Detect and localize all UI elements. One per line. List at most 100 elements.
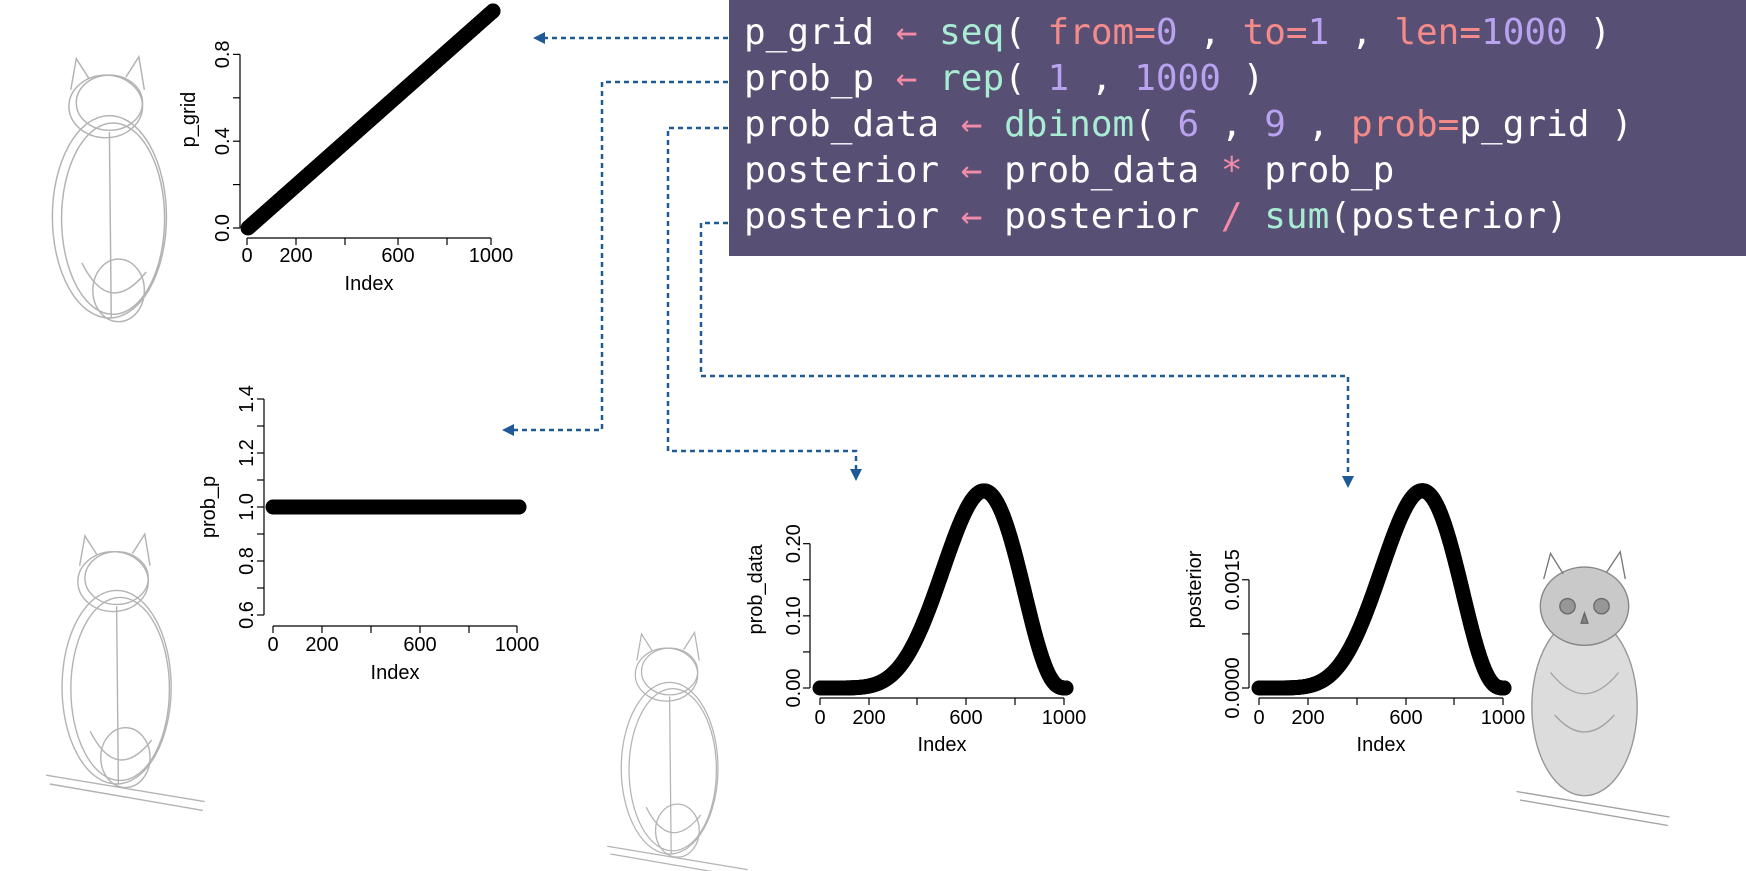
chart-posterior: 0 200 600 1000 Index 0.0000 0.0015 posterior	[1184, 483, 1525, 756]
y-axis	[257, 398, 265, 616]
x-tick-label: 200	[279, 245, 312, 267]
code-token: ,	[1177, 12, 1243, 53]
owl-sketch-mid-left	[46, 532, 205, 812]
y-tick-label: 1.0	[236, 493, 258, 521]
code-token: prob_p	[744, 58, 896, 99]
y-axis-label: posterior	[1184, 550, 1206, 628]
y-axis	[1242, 579, 1250, 689]
data-point	[511, 499, 527, 515]
connector-arrowhead	[533, 32, 545, 44]
code-token: dbinom	[1004, 104, 1135, 145]
x-axis	[819, 697, 1065, 705]
code-token: prob=	[1350, 104, 1460, 145]
x-tick-label: 0	[241, 245, 252, 267]
owl-sketch-top-left	[51, 54, 168, 323]
y-axis	[803, 543, 811, 689]
code-token: ←	[960, 104, 983, 145]
chart-p-grid: 0 200 600 1000 Index 0.0 0.4 0.8 p_grid	[178, 3, 514, 295]
owl-drawing-bottom-right	[1516, 550, 1670, 827]
code-token: from=	[1047, 12, 1156, 53]
code-token: ←	[960, 196, 983, 237]
code-token: 1000	[1134, 58, 1221, 99]
code-token: ,	[1329, 12, 1395, 53]
y-tick-label: 0.8	[212, 40, 234, 68]
code-block: p_grid ← seq( from=0 , to=1 , len=1000 )…	[729, 0, 1746, 256]
x-tick-label: 600	[403, 634, 436, 656]
code-token: 9	[1264, 104, 1286, 145]
x-axis	[272, 625, 518, 633]
code-token: (	[1134, 104, 1178, 145]
code-token: rep	[939, 58, 1005, 99]
x-axis-label: Index	[345, 273, 394, 295]
x-axis	[1258, 697, 1504, 705]
code-token: ,	[1199, 104, 1265, 145]
code-token: prob_p	[1242, 150, 1395, 191]
code-token: 1	[1307, 12, 1330, 53]
code-line: p_grid ← seq( from=0 , to=1 , len=1000 )	[744, 10, 1746, 56]
owl-sketch-bottom-center	[607, 630, 748, 871]
data-point	[485, 3, 501, 19]
y-axis-label: p_grid	[178, 92, 200, 148]
code-token: to=	[1242, 12, 1308, 53]
connector-line	[512, 80, 728, 432]
code-token: 0	[1155, 12, 1178, 53]
code-token: )	[1589, 104, 1633, 145]
x-tick-label: 1000	[495, 634, 540, 656]
connector-arrowhead	[850, 469, 862, 481]
y-tick-label: 0.0	[212, 214, 234, 242]
code-token: ←	[895, 58, 918, 99]
x-axis-label: Index	[371, 662, 420, 684]
code-token: p_grid	[744, 12, 896, 53]
code-token: posterior	[744, 150, 961, 191]
y-tick-label: 0.6	[236, 601, 258, 629]
code-token: /	[1220, 196, 1243, 237]
code-token: (	[1004, 12, 1048, 53]
data-points	[1251, 483, 1512, 696]
code-token: 1	[1047, 58, 1070, 99]
data-point	[1496, 680, 1512, 696]
connector-line	[666, 126, 858, 471]
code-token: p_grid	[1459, 104, 1590, 145]
y-axis-label: prob_p	[198, 476, 220, 538]
x-tick-label: 600	[949, 707, 982, 729]
chart-prob-p: 0 200 600 1000 Index 0.6 0.8 1.0 1.2 1.4 prob_p	[198, 385, 539, 684]
x-tick-label: 1000	[1042, 707, 1087, 729]
connector-arrowhead	[502, 424, 514, 436]
code-token: *	[1220, 150, 1243, 191]
code-token: seq	[939, 12, 1005, 53]
code-token: )	[1567, 12, 1612, 53]
y-axis	[233, 53, 241, 229]
code-token: posterior	[744, 196, 961, 237]
x-tick-label: 200	[1291, 707, 1324, 729]
x-tick-label: 600	[1389, 707, 1422, 729]
connectors	[502, 32, 1354, 488]
connector-line	[699, 221, 1350, 478]
x-axis-label: Index	[1357, 734, 1406, 756]
y-tick-label: 0.8	[236, 547, 258, 575]
x-tick-label: 200	[852, 707, 885, 729]
code-token: ←	[895, 12, 918, 53]
y-tick-label: 1.4	[236, 385, 258, 413]
x-tick-label: 0	[1253, 707, 1264, 729]
chart-prob-data: 0 200 600 1000 Index 0.00 0.10 0.20 prob_data	[745, 483, 1086, 756]
code-token: ←	[960, 150, 983, 191]
x-tick-label: 200	[305, 634, 338, 656]
x-tick-label: 0	[814, 707, 825, 729]
code-token: prob_data	[982, 150, 1221, 191]
x-tick-label: 1000	[469, 245, 514, 267]
code-token: ,	[1069, 58, 1135, 99]
x-axis	[246, 237, 492, 245]
x-tick-label: 600	[381, 245, 414, 267]
code-token: prob_data	[744, 104, 961, 145]
y-tick-label: 0.10	[783, 596, 805, 635]
code-line: posterior ← prob_data * prob_p	[744, 148, 1746, 194]
code-token: sum	[1264, 196, 1330, 237]
x-tick-label: 1000	[1481, 707, 1526, 729]
code-token: (	[1004, 58, 1048, 99]
x-axis-label: Index	[918, 734, 967, 756]
y-tick-label: 0.0015	[1222, 549, 1244, 610]
y-tick-label: 0.4	[212, 127, 234, 155]
y-tick-label: 0.00	[783, 669, 805, 708]
